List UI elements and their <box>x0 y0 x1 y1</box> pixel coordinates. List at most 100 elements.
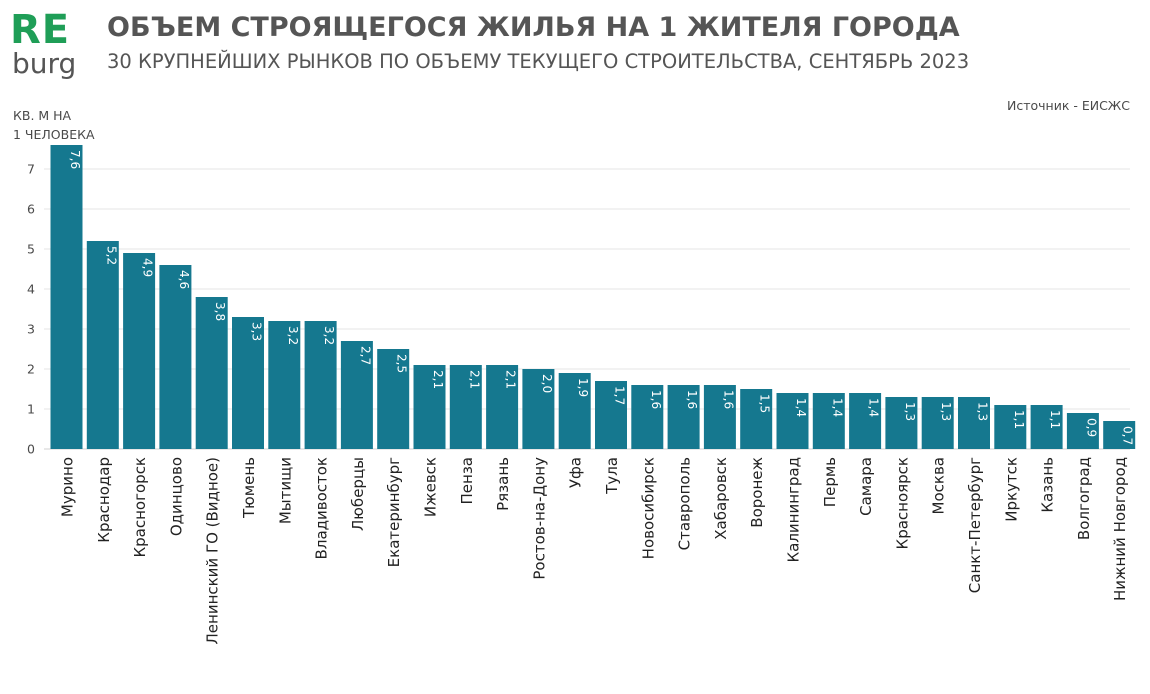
source-note: Источник - ЕИСЖС <box>1006 98 1130 113</box>
x-tick-label: Ижевск <box>422 457 440 517</box>
bar <box>1066 413 1099 449</box>
bars <box>50 145 1136 449</box>
bar <box>849 393 882 449</box>
x-tick-label: Пермь <box>821 457 839 507</box>
y-tick-label: 5 <box>27 242 35 257</box>
data-label: 1,5 <box>758 394 772 413</box>
data-label: 2,5 <box>395 354 409 373</box>
data-label: 1,1 <box>1012 410 1026 429</box>
data-label: 1,9 <box>576 378 590 397</box>
data-label: 0,7 <box>1121 426 1135 445</box>
x-tick-label: Рязань <box>494 457 512 511</box>
bar <box>631 385 664 449</box>
x-tick-label: Калининград <box>785 457 803 563</box>
x-tick-label: Ленинский ГО (Видное) <box>204 457 222 645</box>
y-tick-label: 6 <box>27 202 35 217</box>
data-label: 1,4 <box>794 398 808 417</box>
bar <box>123 253 156 449</box>
chart-subtitle: 30 КРУПНЕЙШИХ РЫНКОВ ПО ОБЪЕМУ ТЕКУЩЕГО … <box>107 50 970 73</box>
y-tick-labels: 0 1 2 3 4 5 6 7 <box>27 162 35 457</box>
bar <box>86 241 119 449</box>
x-tick-label: Ставрополь <box>676 457 694 550</box>
bar <box>486 365 519 449</box>
chart-title: ОБЪЕМ СТРОЯЩЕГОСЯ ЖИЛЬЯ НА 1 ЖИТЕЛЯ ГОРО… <box>107 12 960 43</box>
y-axis-label-line2: 1 ЧЕЛОВЕКА <box>13 127 95 142</box>
x-tick-label: Тула <box>603 457 621 495</box>
x-tick-label: Волгоград <box>1075 457 1093 540</box>
x-tick-label: Санкт-Петербург <box>966 457 984 593</box>
data-label: 4,9 <box>141 258 155 277</box>
data-label: 1,4 <box>867 398 881 417</box>
x-tick-label: Пенза <box>458 457 476 504</box>
bar <box>994 405 1027 449</box>
data-label: 4,6 <box>177 270 191 289</box>
bar <box>921 397 954 449</box>
bar <box>1103 421 1136 449</box>
logo-re-text: RE <box>10 7 71 53</box>
x-tick-label: Люберцы <box>349 457 367 531</box>
bar <box>50 145 83 449</box>
x-tick-label: Екатеринбург <box>385 457 403 567</box>
x-tick-label: Новосибирск <box>639 457 657 559</box>
x-tick-label: Красногорск <box>131 457 149 557</box>
data-label: 1,6 <box>721 390 735 409</box>
data-label: 7,6 <box>68 150 82 169</box>
data-label: 3,2 <box>286 326 300 345</box>
x-tick-label: Владивосток <box>313 457 331 559</box>
bar <box>703 385 736 449</box>
x-tick-label: Москва <box>930 457 948 514</box>
bar <box>195 297 228 449</box>
bar <box>885 397 918 449</box>
data-label: 3,8 <box>213 302 227 321</box>
data-label: 3,3 <box>250 322 264 341</box>
bar <box>304 321 337 449</box>
data-label: 2,1 <box>467 370 481 389</box>
bar <box>776 393 809 449</box>
y-tick-label: 0 <box>27 442 35 457</box>
data-label: 0,9 <box>1084 418 1098 437</box>
data-label: 3,2 <box>322 326 336 345</box>
bar <box>232 317 264 449</box>
bar <box>340 341 373 449</box>
data-label: 5,2 <box>104 246 118 265</box>
bar <box>667 385 700 449</box>
y-tick-label: 3 <box>27 322 35 337</box>
bar <box>413 365 446 449</box>
y-tick-label: 1 <box>27 402 35 417</box>
data-labels: 7,6 5,2 4,9 4,6 3,8 3,3 3,2 3,2 2,7 2,5 2,1 2,1 2,1 2… <box>68 150 1135 445</box>
x-tick-labels: Мурино Краснодар Красногорск Одинцово Ленинс… <box>59 457 1130 645</box>
x-tick-label: Иркутск <box>1002 457 1020 522</box>
data-label: 1,3 <box>976 402 990 421</box>
data-label: 2,1 <box>504 370 518 389</box>
x-tick-label: Самара <box>857 457 875 516</box>
data-label: 1,4 <box>830 398 844 417</box>
bar <box>958 397 990 449</box>
data-label: 2,1 <box>431 370 445 389</box>
x-tick-label: Краснодар <box>95 457 113 543</box>
bar <box>159 265 192 449</box>
bar <box>1030 405 1063 449</box>
x-tick-label: Одинцово <box>167 457 185 536</box>
data-label: 1,3 <box>939 402 953 421</box>
y-tick-label: 7 <box>27 162 35 177</box>
x-tick-label: Воронеж <box>748 457 766 528</box>
bar <box>740 389 773 449</box>
x-tick-label: Уфа <box>567 457 585 488</box>
bar <box>522 369 555 449</box>
x-tick-label: Ростов-на-Дону <box>530 457 548 580</box>
x-tick-label: Тюмень <box>240 457 258 519</box>
bar <box>558 373 591 449</box>
data-label: 2,0 <box>540 374 554 393</box>
x-tick-label: Мытищи <box>276 457 294 524</box>
data-label: 2,7 <box>358 346 372 365</box>
x-tick-label: Красноярск <box>893 457 911 549</box>
data-label: 1,3 <box>903 402 917 421</box>
bar <box>377 349 410 449</box>
x-tick-label: Хабаровск <box>712 457 730 540</box>
x-tick-label: Нижний Новгород <box>1111 457 1129 601</box>
bar <box>812 393 845 449</box>
bar <box>268 321 301 449</box>
bar <box>449 365 482 449</box>
data-label: 1,1 <box>1048 410 1062 429</box>
